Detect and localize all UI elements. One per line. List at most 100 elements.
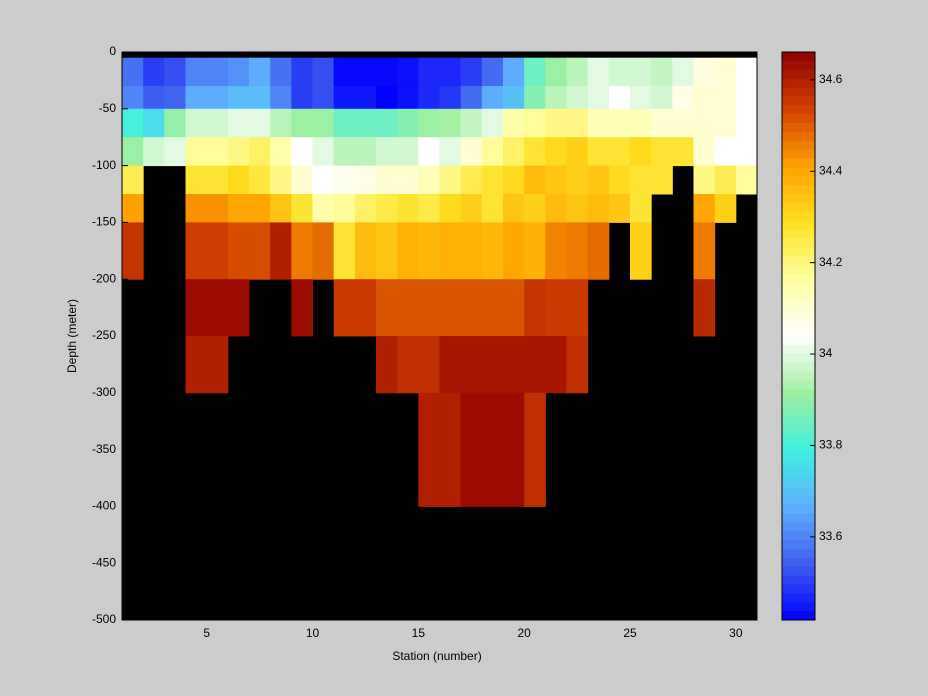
colorbar-swatch [782,123,815,133]
heatmap-cell [164,137,186,167]
colorbar-tick-label: 33.8 [819,438,843,452]
heatmap-cell [397,165,419,195]
heatmap-cell [672,86,694,110]
heatmap-cell [587,137,610,167]
colorbar-swatch [782,69,815,80]
colorbar-swatch [782,531,815,541]
heatmap-cell [460,279,483,337]
heatmap-cell [354,108,377,138]
heatmap-cell [439,165,462,195]
heatmap-cell [376,86,398,110]
heatmap-cell [227,165,250,195]
heatmap-cell [143,86,165,110]
colorbar-swatch [782,602,815,612]
heatmap-cell [270,57,292,87]
heatmap-cell [291,222,313,280]
colorbar-swatch [782,282,815,293]
colorbar-swatch [782,176,815,186]
heatmap-cell [270,194,292,223]
colorbar-swatch [782,442,815,452]
colorbar-swatch [782,478,815,488]
colorbar-swatch [782,469,815,479]
heatmap-cell [672,137,694,167]
heatmap-cell [503,86,525,110]
heatmap-cell [587,57,610,87]
heatmap-cell [714,57,737,87]
heatmap-cell [418,165,440,195]
heatmap-cell [439,279,462,337]
heatmap-cell [164,108,186,138]
heatmap-cell [651,108,673,138]
heatmap-cell [143,57,165,87]
y-tick-label: -50 [99,101,117,115]
heatmap-cell [481,108,504,138]
colorbar-tick-label: 34.4 [819,163,843,177]
heatmap-cell [312,165,335,195]
heatmap-cell [545,137,567,167]
heatmap-cell [714,137,737,167]
heatmap-cell [439,57,462,87]
heatmap-cell [312,222,335,280]
colorbar-swatch [782,149,815,159]
y-tick-label: -300 [92,385,116,399]
heatmap-cell [630,108,652,138]
heatmap-cell [143,108,165,138]
colorbar-swatch [782,344,815,355]
heatmap-cell [566,279,589,337]
colorbar-swatch [782,380,815,390]
heatmap-cell [206,165,229,195]
colorbar-swatch [782,96,815,106]
heatmap-cell [270,108,292,138]
heatmap-cell [333,279,356,337]
colorbar-swatch [782,247,815,257]
heatmap-cell [630,165,652,195]
heatmap-cell [503,108,525,138]
heatmap-cell [587,165,610,195]
y-tick-label: -500 [92,612,116,626]
heatmap-cell [185,108,208,138]
heatmap-cell [206,194,229,223]
heatmap-cell [503,165,525,195]
colorbar-tick-label: 34 [819,346,833,360]
colorbar-swatch [782,433,815,443]
heatmap-cell [439,137,462,167]
heatmap-cell [354,279,377,337]
heatmap-cell [122,165,144,195]
heatmap-cell [460,336,483,394]
heatmap-cell [354,222,377,280]
colorbar-swatch [782,256,815,266]
heatmap-cell [227,137,250,167]
colorbar-tick-label: 33.6 [819,529,843,543]
heatmap-cell [164,86,186,110]
colorbar-swatch [782,309,815,319]
heatmap-cell [524,57,546,87]
colorbar-swatch [782,105,815,115]
heatmap-cell [376,137,398,167]
heatmap-cell [693,137,716,167]
heatmap-cell [333,86,356,110]
colorbar-swatch [782,167,815,177]
heatmap-cell [227,194,250,223]
y-tick-label: -350 [92,442,116,456]
colorbar-swatch [782,575,815,585]
y-tick-label: 0 [109,44,116,58]
heatmap-cell [545,279,567,337]
heatmap-cell [587,194,610,223]
heatmap-cell [164,57,186,87]
heatmap-cell [460,57,483,87]
heatmap-cell [206,86,229,110]
colorbar-swatch [782,158,815,168]
heatmap-cell [206,336,229,394]
y-tick-label: -450 [92,555,116,569]
heatmap-cell [249,108,271,138]
heatmap-cell [376,336,398,394]
colorbar-swatch [782,220,815,230]
heatmap-cell [312,86,335,110]
colorbar-swatch [782,202,815,213]
heatmap-cell [503,279,525,337]
heatmap-cell [672,108,694,138]
heatmap-cell [524,137,546,167]
heatmap-cell [735,57,758,87]
heatmap-cell [587,108,610,138]
